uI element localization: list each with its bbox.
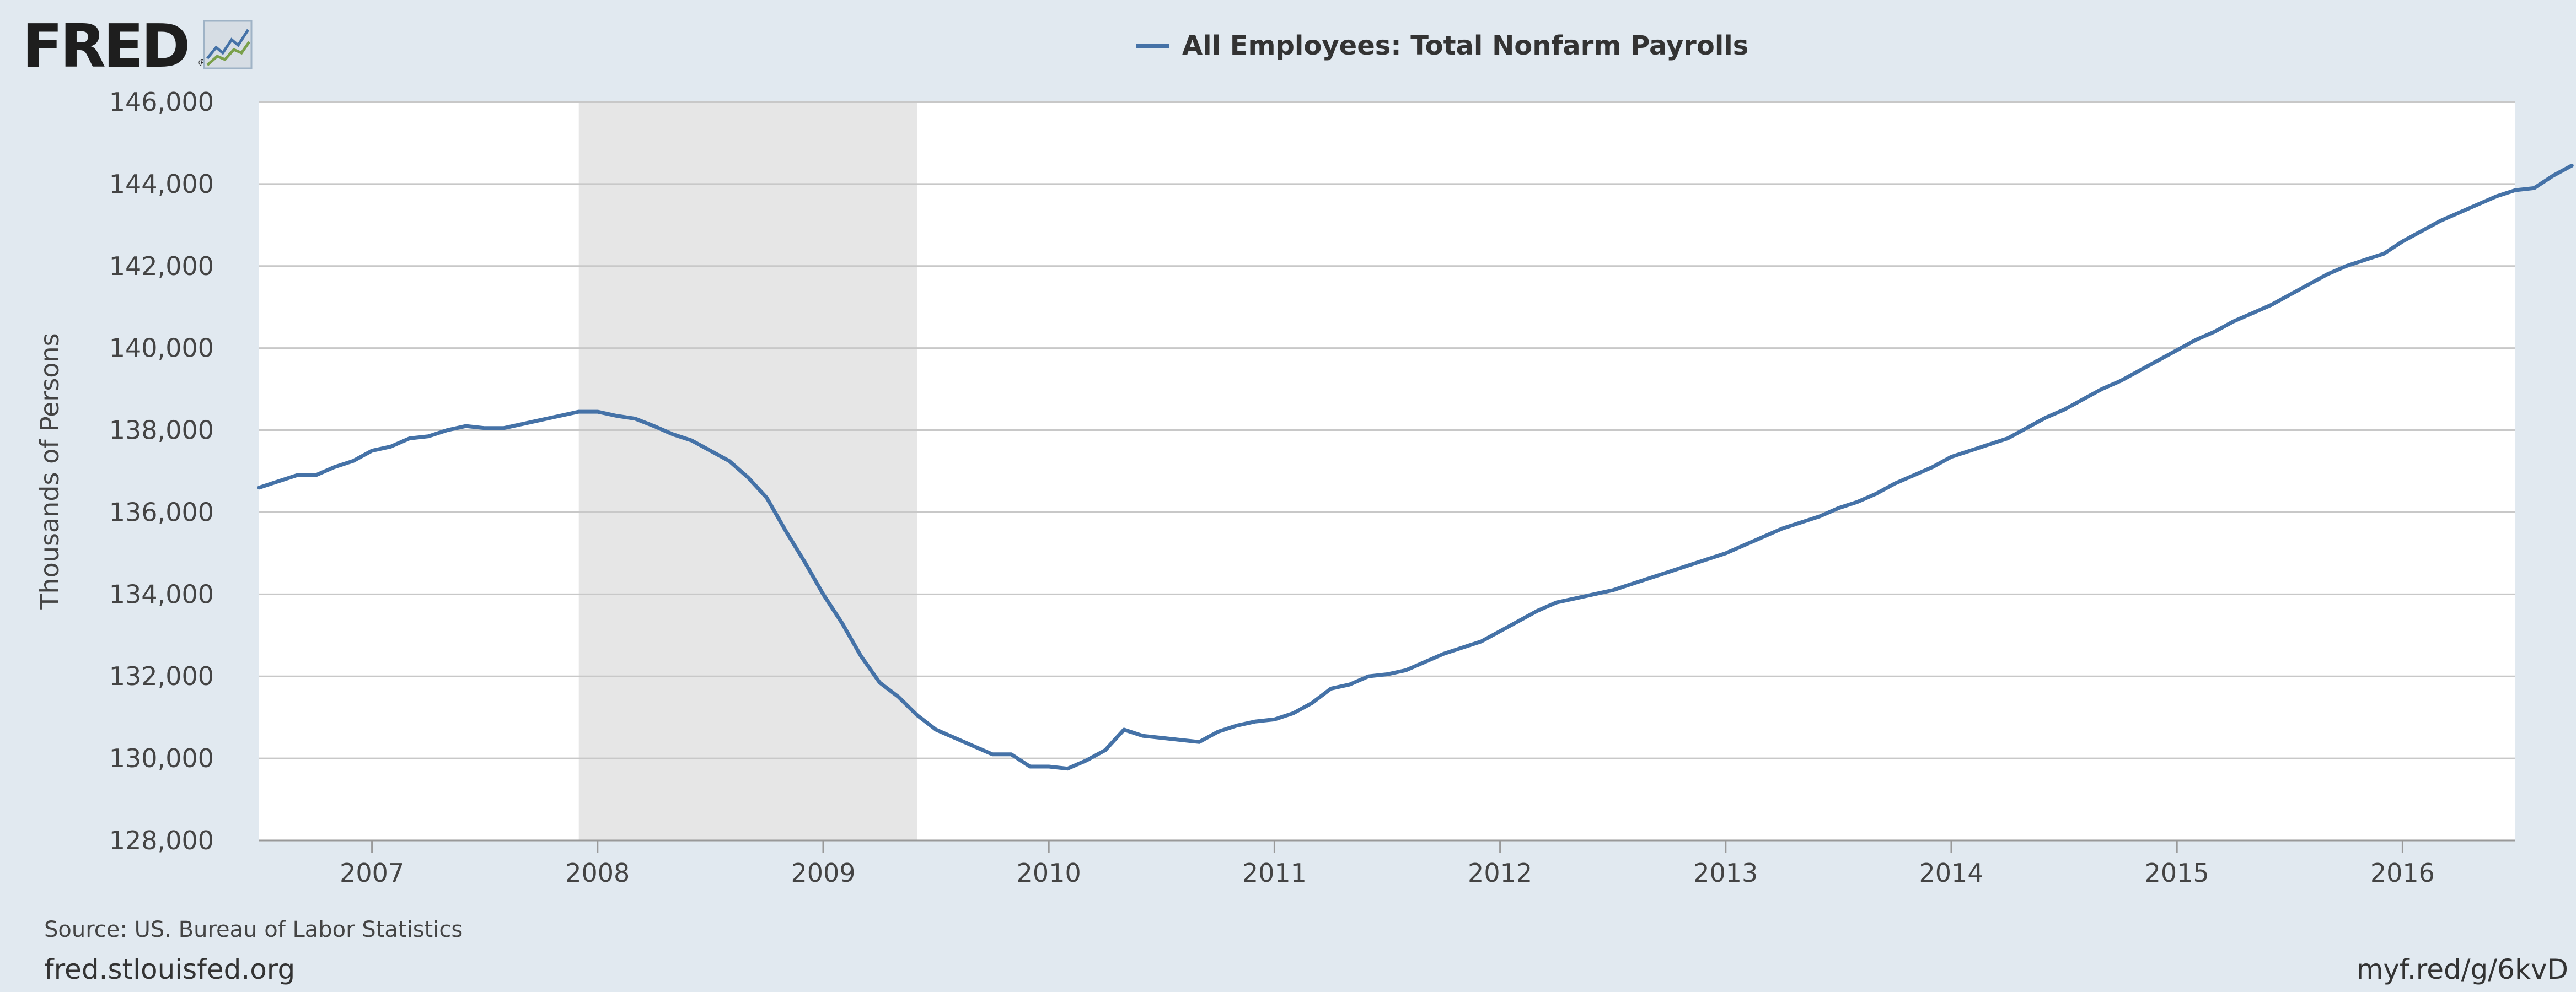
y-axis-ticks: 128,000 130,000 132,000 134,000 136,000 138,0…: [109, 87, 214, 855]
logo-graph-icon: [203, 20, 253, 69]
x-tick-label: 2010: [1017, 858, 1081, 888]
gridlines: [259, 101, 2515, 842]
y-tick-label: 144,000: [109, 169, 214, 199]
x-tick-label: 2014: [1919, 858, 1983, 888]
legend-swatch: [1136, 43, 1169, 48]
x-tick-label: 2012: [1468, 858, 1532, 888]
x-tick-label: 2013: [1693, 858, 1758, 888]
y-axis-label: Thousands of Persons: [35, 333, 65, 610]
y-tick-label: 142,000: [109, 251, 214, 281]
short-url-link[interactable]: myf.red/g/6kvD: [2356, 953, 2568, 985]
series-line-nonfarm-payrolls: [257, 163, 2574, 771]
y-tick-label: 130,000: [109, 743, 214, 773]
logo-text: FRED: [22, 12, 190, 81]
y-tick-label: 140,000: [109, 333, 214, 363]
x-tick-label: 2009: [791, 858, 855, 888]
site-link[interactable]: fred.stlouisfed.org: [44, 953, 296, 985]
y-tick-label: 136,000: [109, 497, 214, 527]
legend-label: All Employees: Total Nonfarm Payrolls: [1182, 30, 1749, 61]
x-tick-label: 2011: [1242, 858, 1307, 888]
y-tick-label: 128,000: [109, 826, 214, 855]
x-tick-label: 2007: [340, 858, 404, 888]
recession-shading: [578, 102, 917, 840]
x-axis-ticks: 2007 2008 2009 2010 2011 2012 2013 2014 2015 2016: [259, 839, 2515, 888]
x-tick-label: 2016: [2370, 858, 2435, 888]
legend: All Employees: Total Nonfarm Payrolls: [1136, 26, 1748, 65]
y-tick-label: 146,000: [109, 87, 214, 117]
y-tick-label: 134,000: [109, 579, 214, 609]
y-tick-label: 138,000: [109, 416, 214, 445]
x-tick-label: 2008: [565, 858, 630, 888]
x-tick-label: 2015: [2145, 858, 2209, 888]
source-note: Source: US. Bureau of Labor Statistics: [44, 917, 463, 942]
y-tick-label: 132,000: [109, 661, 214, 691]
